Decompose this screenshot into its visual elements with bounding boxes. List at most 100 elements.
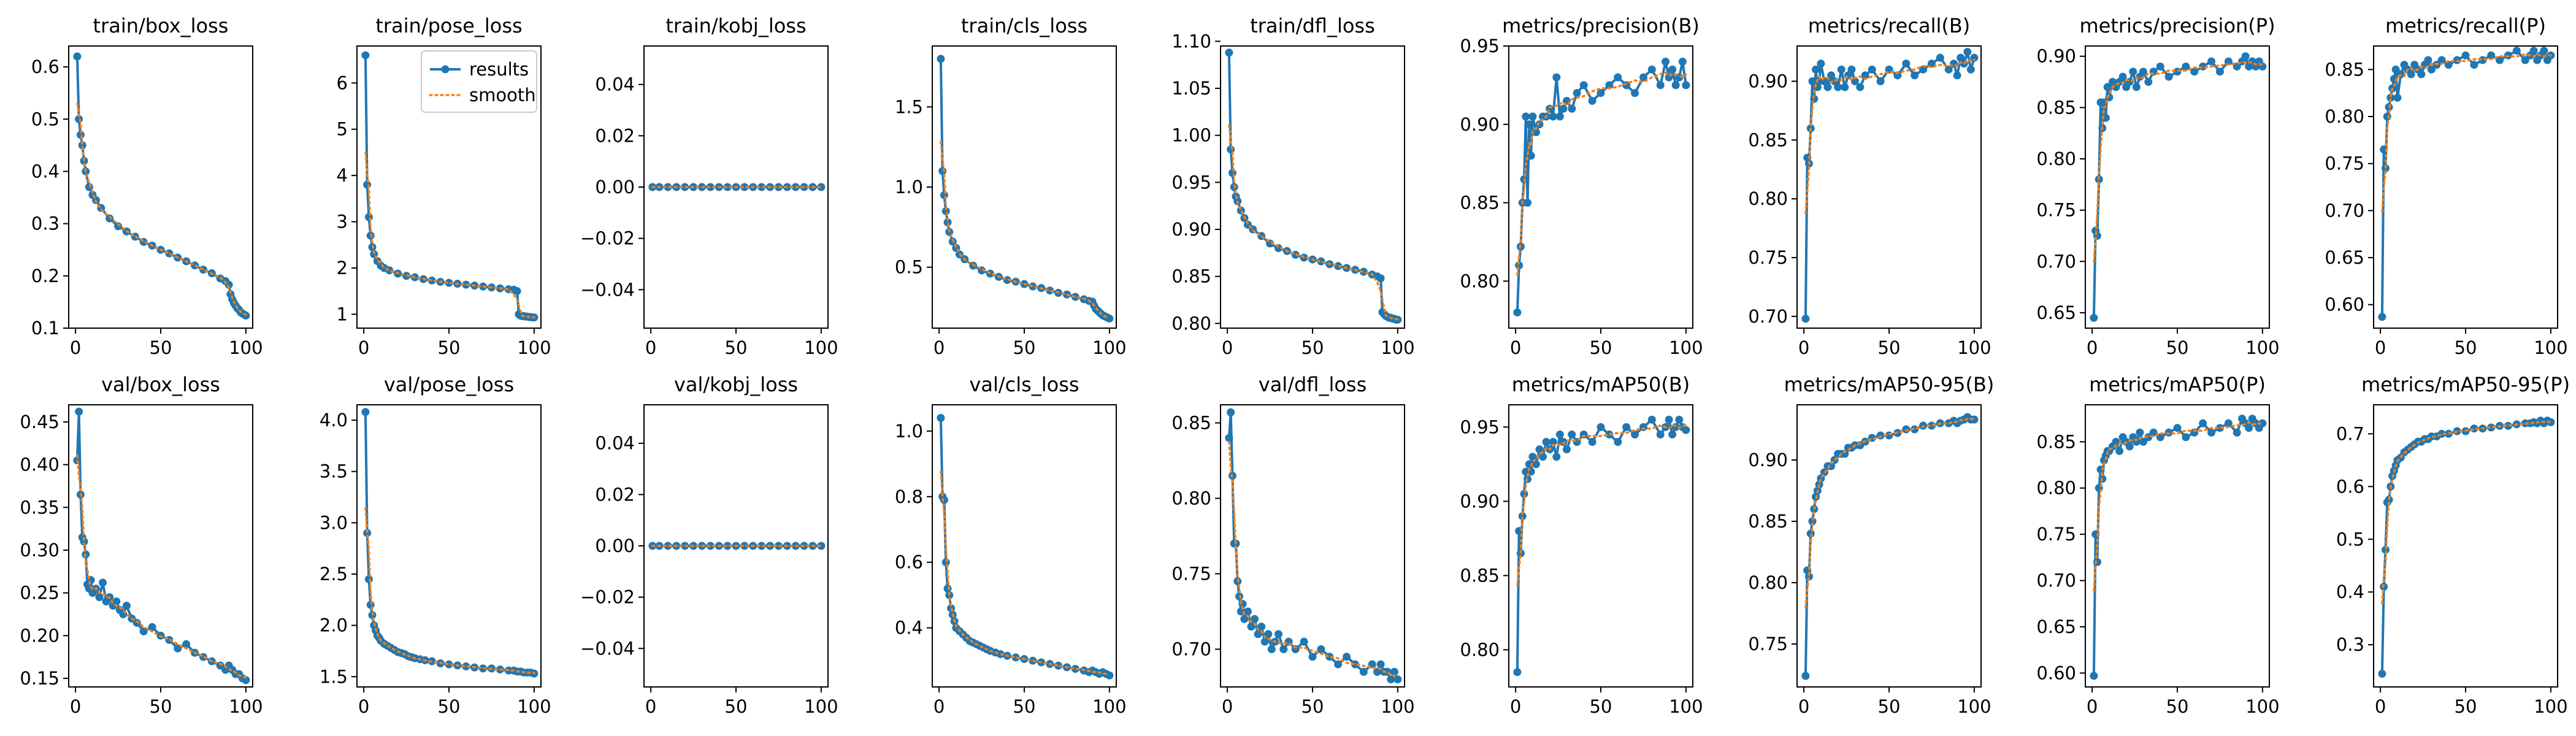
data-point: [1243, 607, 1252, 616]
data-point: [1868, 65, 1876, 74]
x-tick-label: 100: [229, 696, 263, 717]
y-tick-label: 0.5: [895, 257, 923, 278]
data-point: [361, 51, 370, 59]
x-tick-label: 50: [2166, 696, 2189, 717]
y-tick-label: 0.65: [2036, 302, 2076, 323]
data-point: [1343, 653, 1351, 661]
subplot-8: metrics/recall(P) 0 50 100 0.60 0.65 0.70 0.75 0…: [2325, 14, 2567, 358]
data-point: [1662, 58, 1670, 66]
data-point: [1267, 645, 1276, 654]
y-tick-label: 0.04: [595, 74, 635, 95]
data-point: [1535, 445, 1544, 454]
x-tick-label: 50: [2455, 696, 2477, 717]
y-tick-label: 1.0: [895, 177, 923, 197]
data-point: [2215, 67, 2224, 76]
y-tick-label: 2: [337, 258, 348, 278]
data-point: [1552, 73, 1561, 82]
data-point: [1614, 438, 1622, 447]
data-point: [938, 167, 947, 175]
y-tick-label: 0.80: [1748, 188, 1788, 209]
data-point: [1029, 282, 1037, 291]
x-tick-label: 50: [2166, 337, 2189, 358]
data-point: [1656, 81, 1665, 90]
data-point: [427, 276, 436, 285]
y-tick-label: 0.90: [1460, 491, 1500, 512]
y-tick-label: 0.85: [1460, 565, 1500, 586]
x-tick-label: 0: [1510, 696, 1521, 717]
data-point: [2144, 433, 2153, 442]
y-tick-label: 0.3: [2336, 634, 2364, 655]
data-point: [1525, 120, 1533, 129]
data-point: [1522, 112, 1530, 121]
subplot-10: val/pose_loss 0 50 100 1.5 2.0 2.5 3.0 3.5 4.0: [320, 373, 551, 717]
x-tick-label: 50: [2455, 337, 2477, 358]
data-point: [1823, 83, 1832, 91]
subplot-title: val/pose_loss: [384, 373, 514, 396]
data-point: [1605, 81, 1614, 90]
data-point: [1376, 660, 1385, 669]
y-tick-label: 0.5: [2336, 529, 2364, 550]
x-tick-label: 0: [2375, 696, 2386, 717]
y-tick-label: 0.90: [1748, 450, 1788, 470]
data-point: [182, 640, 191, 648]
subplot-14: metrics/mAP50(B) 0 50 100 0.80 0.85 0.90 0.95: [1460, 373, 1703, 717]
data-point: [2241, 52, 2250, 61]
data-point: [1279, 645, 1288, 654]
data-point: [1966, 65, 1975, 74]
data-point: [99, 578, 107, 587]
x-tick-label: 0: [70, 696, 81, 717]
data-point: [462, 662, 470, 671]
data-point: [1317, 257, 1325, 266]
x-tick-label: 100: [517, 696, 551, 717]
data-point: [1359, 667, 1368, 676]
legend-label-results: results: [469, 59, 529, 80]
data-point: [1105, 671, 1114, 680]
legend-box: [421, 50, 537, 113]
y-tick-label: 3: [337, 212, 348, 232]
y-tick-label: −0.04: [580, 279, 635, 300]
y-tick-label: 0.4: [2336, 581, 2364, 602]
data-point: [445, 660, 453, 669]
data-point: [2378, 670, 2386, 678]
y-tick-label: 5: [337, 119, 348, 140]
y-tick-label: 0.80: [2325, 106, 2364, 127]
y-tick-label: 0.90: [1748, 71, 1788, 92]
data-point: [1524, 199, 1532, 207]
data-point: [1665, 415, 1673, 424]
data-point: [1542, 438, 1551, 447]
y-tick-label: 0.85: [1748, 511, 1788, 532]
data-point: [1257, 623, 1266, 631]
y-tick-label: 0.85: [2325, 59, 2364, 80]
data-point: [1568, 104, 1576, 113]
subplot-12: val/cls_loss 0 50 100 0.4 0.6 0.8 1.0: [895, 373, 1127, 717]
y-tick-label: 0.80: [1171, 313, 1211, 334]
data-point: [817, 183, 826, 191]
data-point: [2504, 421, 2512, 430]
data-point: [1682, 426, 1690, 434]
data-point: [1562, 445, 1571, 454]
data-point: [1817, 59, 1825, 68]
y-tick-label: 4: [337, 165, 348, 186]
data-point: [1387, 675, 1395, 684]
data-point: [114, 222, 123, 231]
y-tick-label: 0.85: [1748, 129, 1788, 150]
data-point: [2427, 65, 2436, 74]
data-point: [1549, 112, 1557, 121]
data-point: [1801, 315, 1810, 323]
data-point: [937, 55, 945, 63]
data-point: [2125, 442, 2134, 451]
subplot-13: val/dfl_loss 0 50 100 0.70 0.75 0.80 0.85: [1171, 373, 1414, 717]
subplot-16: metrics/mAP50(P) 0 50 100 0.60 0.65 0.70 0.75 0.…: [2036, 373, 2279, 717]
data-point: [2224, 419, 2233, 427]
data-point: [361, 408, 370, 416]
data-point: [75, 407, 83, 416]
y-tick-label: 0.4: [895, 618, 923, 638]
subplot-7: metrics/precision(P) 0 50 100 0.65 0.70 0.75 0.…: [2036, 14, 2279, 358]
data-point: [2129, 67, 2137, 76]
x-tick-label: 50: [1878, 696, 1901, 717]
x-tick-label: 100: [517, 337, 551, 358]
data-point: [513, 287, 521, 296]
y-tick-label: 0.3: [31, 213, 59, 234]
